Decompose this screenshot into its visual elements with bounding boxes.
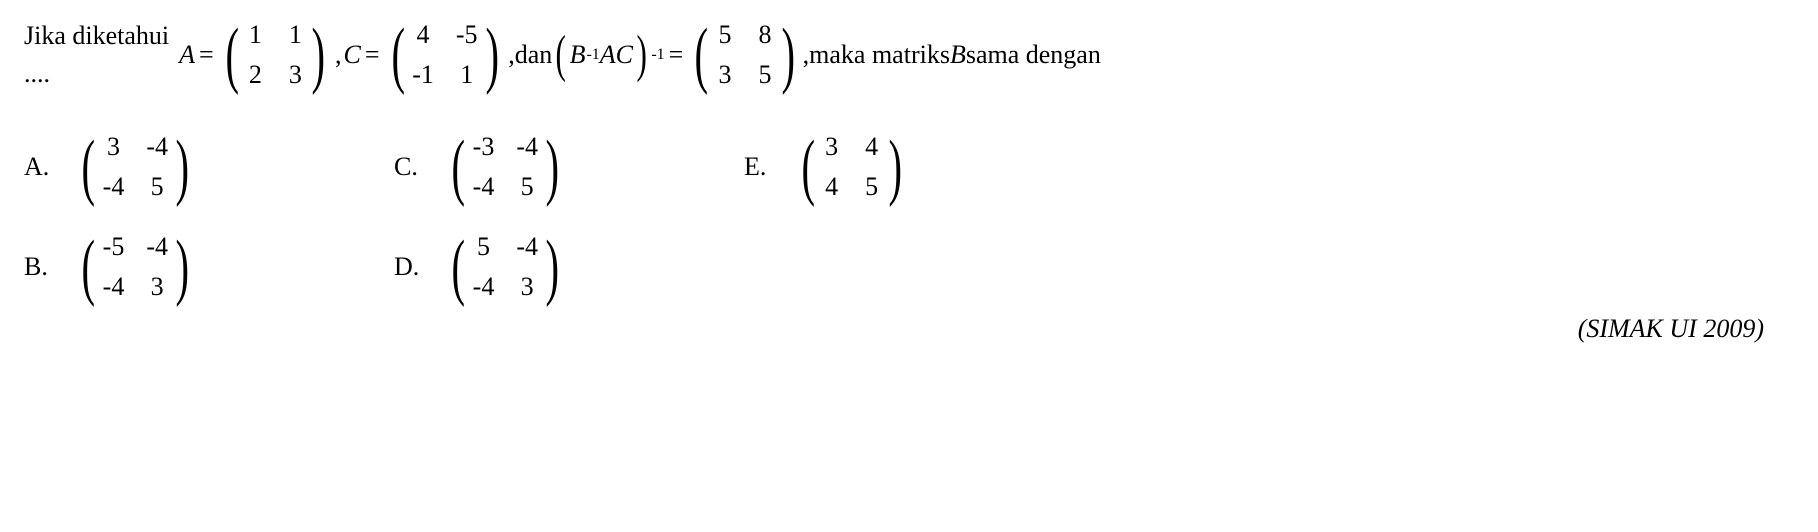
matrix-cell: 5: [146, 172, 168, 202]
option-matrix: ( 5 -4 -4 3 ): [446, 230, 565, 304]
matrix-cell: 4: [863, 132, 881, 162]
matrix-cell: 4: [823, 172, 841, 202]
eq-A: A = ( 1 1 2 3 ): [179, 18, 333, 92]
lparen-icon: (: [82, 130, 96, 204]
matrix-R: ( 5 8 3 5 ): [689, 18, 800, 92]
matrix-cell: 1: [456, 60, 478, 90]
eq-C: C = ( 4 -5 -1 1 ): [344, 18, 507, 92]
option-C: C. ( -3 -4 -4 5 ): [394, 130, 734, 204]
matrix-C: ( 4 -5 -1 1 ): [386, 18, 505, 92]
matrix-cell: 3: [823, 132, 841, 162]
option-matrix: ( -5 -4 -4 3 ): [76, 230, 195, 304]
eq-expr: ( B -1 AC ) -1 = ( 5 8 3 5 ): [552, 18, 802, 92]
matrix-cell: 2: [246, 60, 264, 90]
var-B: B: [570, 40, 586, 70]
rparen-icon: ): [636, 29, 646, 81]
matrix-cell: -4: [516, 132, 538, 162]
matrix-cell: 3: [716, 60, 734, 90]
matrix-cell: 3: [286, 60, 304, 90]
matrix-cell: 5: [473, 232, 495, 262]
option-label: E.: [744, 152, 778, 182]
option-label: A.: [24, 152, 58, 182]
rparen-icon: ): [546, 130, 560, 204]
matrix-cell: 3: [146, 272, 168, 302]
rparen-icon: ): [485, 18, 499, 92]
matrix-A: ( 1 1 2 3 ): [220, 18, 331, 92]
rparen-icon: ): [546, 230, 560, 304]
option-E: E. ( 3 4 4 5 ): [744, 130, 1064, 204]
matrix-cell: 3: [516, 272, 538, 302]
matrix-cell: 5: [716, 20, 734, 50]
options-grid: A. ( 3 -4 -4 5 ) C. ( -3 -4 -4 5 ) E.: [24, 130, 1794, 304]
matrix-cell: -4: [103, 272, 125, 302]
matrix-cell: 5: [756, 60, 774, 90]
matrix-cell: 5: [516, 172, 538, 202]
lparen-icon: (: [452, 230, 466, 304]
equals: =: [365, 40, 380, 70]
var-B-tail: B: [950, 40, 966, 70]
option-D: D. ( 5 -4 -4 3 ): [394, 230, 734, 304]
rparen-icon: ): [782, 18, 796, 92]
rparen-icon: ): [312, 18, 326, 92]
prefix-text: Jika diketahui: [24, 19, 169, 53]
option-matrix: ( 3 -4 -4 5 ): [76, 130, 195, 204]
equals: =: [669, 40, 684, 70]
prefix-dots: ....: [24, 57, 169, 91]
matrix-cell: -4: [473, 172, 495, 202]
sup-inv: -1: [651, 46, 664, 64]
option-label: C.: [394, 152, 428, 182]
rparen-icon: ): [888, 130, 902, 204]
lparen-icon: (: [695, 18, 709, 92]
matrix-cell: 8: [756, 20, 774, 50]
rparen-icon: ): [176, 130, 190, 204]
lparen-icon: (: [391, 18, 405, 92]
question-prefix: Jika diketahui ....: [24, 19, 169, 91]
matrix-cell: -4: [473, 272, 495, 302]
option-A: A. ( 3 -4 -4 5 ): [24, 130, 384, 204]
lparen-icon: (: [82, 230, 96, 304]
matrix-cell: -4: [146, 232, 168, 262]
lparen-icon: (: [452, 130, 466, 204]
option-matrix: ( 3 4 4 5 ): [796, 130, 907, 204]
sup-inv: -1: [586, 46, 599, 64]
matrix-cell: -4: [146, 132, 168, 162]
option-matrix: ( -3 -4 -4 5 ): [446, 130, 565, 204]
lparen-icon: (: [802, 130, 816, 204]
matrix-cell: -4: [516, 232, 538, 262]
var-AC: AC: [600, 40, 633, 70]
matrix-cell: -4: [103, 172, 125, 202]
tail-text: maka matriks: [809, 40, 950, 70]
equals: =: [199, 40, 214, 70]
option-B: B. ( -5 -4 -4 3 ): [24, 230, 384, 304]
matrix-cell: 4: [412, 20, 434, 50]
option-label: D.: [394, 252, 428, 282]
matrix-cell: -5: [103, 232, 125, 262]
lparen-icon: (: [225, 18, 239, 92]
question-line: Jika diketahui .... A = ( 1 1 2 3 ) , C …: [24, 18, 1794, 92]
matrix-cell: 1: [286, 20, 304, 50]
matrix-cell: 5: [863, 172, 881, 202]
source-citation: (SIMAK UI 2009): [24, 314, 1794, 344]
lparen-icon: (: [556, 29, 566, 81]
matrix-cell: -1: [412, 60, 434, 90]
var-A: A: [179, 40, 195, 70]
var-C: C: [344, 40, 361, 70]
option-label: B.: [24, 252, 58, 282]
tail2-text: sama dengan: [966, 40, 1101, 70]
dan-text: dan: [515, 40, 553, 70]
matrix-cell: 1: [246, 20, 264, 50]
comma: ,: [335, 40, 342, 70]
rparen-icon: ): [176, 230, 190, 304]
matrix-cell: 3: [103, 132, 125, 162]
matrix-cell: -5: [456, 20, 478, 50]
matrix-cell: -3: [473, 132, 495, 162]
